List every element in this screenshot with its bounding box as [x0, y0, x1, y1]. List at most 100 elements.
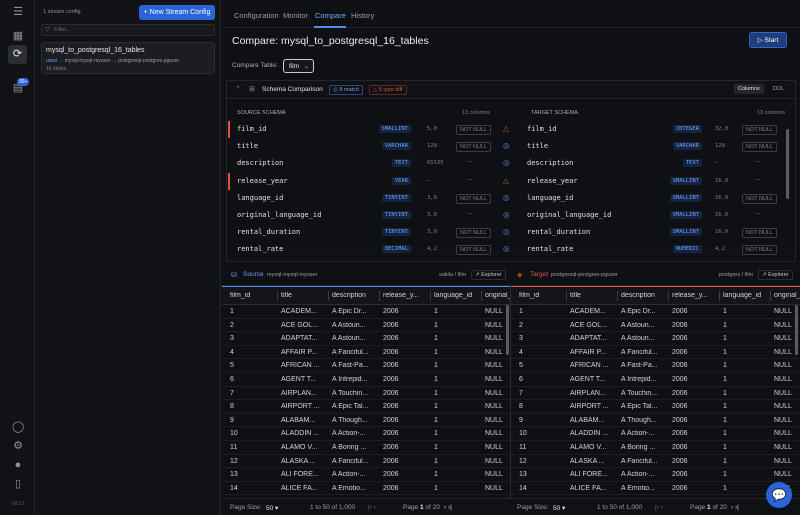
start-button[interactable]: ▷ Start	[749, 32, 787, 48]
next-page-icon[interactable]: › ›|	[731, 504, 739, 511]
table-row[interactable]: 13 ALI FORE... A Action-... 2006 1 NULL	[222, 468, 510, 482]
tab-bar: Configuration Monitor Compare History	[222, 0, 800, 28]
column-divider	[328, 291, 329, 301]
source-accent-line	[222, 286, 510, 287]
column-header[interactable]: release_y...	[672, 292, 708, 299]
table-row[interactable]: 2 ACE GOL... A Astoun... 2006 1 NULL	[511, 319, 800, 333]
target-column-name: language_id	[527, 193, 574, 202]
table-cell: 1	[723, 471, 727, 479]
new-stream-config-button[interactable]: + New Stream Config	[139, 5, 215, 20]
table-cell: 12	[519, 457, 527, 465]
table-row[interactable]: 11 ALAMO V... A Boring ... 2006 1 NULL	[511, 441, 800, 455]
source-nullable: NOT NULL	[456, 228, 492, 239]
github-icon[interactable]: ●	[14, 459, 22, 471]
column-header[interactable]: title	[281, 292, 292, 299]
target-explorer-button[interactable]: ↗ Explorer	[758, 270, 793, 280]
table-cell: 14	[230, 484, 238, 492]
table-row[interactable]: 1 ACADEM... A Epic Dr... 2006 1 NULL	[511, 305, 800, 319]
stream-sidebar: 1 stream config + New Stream Config ▽ Fi…	[35, 0, 221, 515]
docs-icon[interactable]: ▯	[14, 478, 22, 490]
table-row[interactable]: 7 AIRPLAN... A Touchin... 2006 1 NULL	[222, 387, 510, 401]
column-header[interactable]: original_	[485, 292, 511, 299]
tab-monitor[interactable]: Monitor	[283, 11, 309, 20]
schema-row: description TEXT 65535 — ◎ description TEXT — —	[227, 155, 795, 172]
jobs-icon[interactable]: ▤	[12, 82, 24, 94]
filter-input[interactable]: ▽ Filter...	[41, 24, 215, 36]
table-row[interactable]: 13 ALI FORE... A Action-... 2006 1 NULL	[511, 468, 800, 482]
table-cell: ALASKA ...	[281, 457, 316, 465]
table-row[interactable]: 5 AFRICAN ... A Fast-Pa... 2006 1 NULL	[511, 359, 800, 373]
table-row[interactable]: 12 ALASKA ... A Fanciful... 2006 1 NULL	[511, 455, 800, 469]
target-nullable: —	[755, 176, 761, 183]
table-row[interactable]: 12 ALASKA ... A Fanciful... 2006 1 NULL	[222, 455, 510, 469]
table-row[interactable]: 7 AIRPLAN... A Touchin... 2006 1 NULL	[511, 387, 800, 401]
column-divider	[770, 291, 771, 301]
stream-config-item[interactable]: mysql_to_postgresql_16_tables used → mys…	[41, 42, 215, 74]
compare-table-select[interactable]: film ⌄	[283, 59, 314, 73]
column-header[interactable]: description	[621, 292, 655, 299]
dashboard-icon[interactable]: ▦	[12, 30, 24, 42]
tab-configuration[interactable]: Configuration	[234, 11, 279, 20]
table-row[interactable]: 10 ALADDIN ... A Action-... 2006 1 NULL	[222, 427, 510, 441]
streams-icon[interactable]: ⟳	[8, 45, 27, 64]
chat-support-icon[interactable]: 💬	[766, 482, 792, 508]
table-row[interactable]: 4 AFFAIR P... A Fanciful... 2006 1 NULL	[511, 346, 800, 360]
table-cell: 2006	[672, 308, 688, 315]
table-row[interactable]: 3 ADAPTAT... A Astoun... 2006 1 NULL	[511, 332, 800, 346]
table-row[interactable]: 8 AIRPORT ... A Epic Tal... 2006 1 NULL	[511, 400, 800, 414]
tab-history[interactable]: History	[351, 11, 375, 20]
table-cell: NULL	[485, 484, 503, 492]
source-length: 65535	[427, 160, 444, 167]
schema-body: SOURCE SCHEMA 13 columns TARGET SCHEMA 1…	[227, 99, 795, 256]
table-cell: ALABAM...	[570, 416, 605, 424]
collapse-chevron-icon[interactable]: ⌃	[235, 86, 241, 93]
column-header[interactable]: release_y...	[383, 292, 419, 299]
first-page-icon[interactable]: |‹ ‹	[368, 504, 376, 511]
table-row[interactable]: 6 AGENT T... A Intrepid... 2006 1 NULL	[511, 373, 800, 387]
table-row[interactable]: 6 AGENT T... A Intrepid... 2006 1 NULL	[222, 373, 510, 387]
table-row[interactable]: 4 AFFAIR P... A Fanciful... 2006 1 NULL	[222, 346, 510, 360]
columns-toggle[interactable]: Columns	[734, 84, 764, 94]
table-row[interactable]: 11 ALAMO V... A Boring ... 2006 1 NULL	[222, 441, 510, 455]
source-page-size-select[interactable]: 50 ▾	[266, 505, 279, 512]
table-row[interactable]: 2 ACE GOL... A Astoun... 2006 1 NULL	[222, 319, 510, 333]
settings-icon[interactable]: ⚙	[13, 440, 23, 452]
table-cell: 1	[723, 362, 727, 370]
schema-title: Schema Comparison	[262, 86, 323, 93]
first-page-icon[interactable]: |‹ ‹	[655, 504, 663, 511]
menu-icon[interactable]: ☰	[13, 6, 23, 18]
table-row[interactable]: 3 ADAPTAT... A Astoun... 2006 1 NULL	[222, 332, 510, 346]
table-cell: 2006	[383, 308, 399, 315]
column-header[interactable]: original_	[774, 292, 800, 299]
table-cell: NULL	[774, 430, 792, 438]
table-row[interactable]: 9 ALABAM... A Though... 2006 1 NULL	[511, 414, 800, 428]
column-header[interactable]: title	[570, 292, 581, 299]
tab-compare[interactable]: Compare	[315, 11, 346, 20]
column-header[interactable]: language_id	[434, 292, 473, 299]
table-row[interactable]: 5 AFRICAN ... A Fast-Pa... 2006 1 NULL	[222, 359, 510, 373]
nav-rail: ☰ ▦ ⟳ ▤ 99+ ◯ ⚙ ● ▯ v0.17	[0, 0, 35, 515]
table-cell: A Epic Dr...	[332, 308, 367, 315]
ddl-toggle[interactable]: DDL	[773, 86, 785, 92]
account-icon[interactable]: ◯	[12, 421, 25, 433]
next-page-icon[interactable]: › ›|	[444, 504, 452, 511]
table-cell: ALADDIN ...	[281, 430, 320, 438]
source-length: 3,0	[427, 229, 437, 236]
source-grid-scrollbar[interactable]	[506, 305, 509, 355]
schema-scrollbar[interactable]	[786, 129, 789, 199]
target-grid-scrollbar[interactable]	[795, 305, 798, 355]
target-page-size-select[interactable]: 50 ▾	[553, 505, 566, 512]
column-header[interactable]: film_id	[519, 292, 540, 299]
table-row[interactable]: 1 ACADEM... A Epic Dr... 2006 1 NULL	[222, 305, 510, 319]
column-header[interactable]: film_id	[230, 292, 251, 299]
table-row[interactable]: 9 ALABAM... A Though... 2006 1 NULL	[222, 414, 510, 428]
column-header[interactable]: description	[332, 292, 366, 299]
table-row[interactable]: 8 AIRPORT ... A Epic Tal... 2006 1 NULL	[222, 400, 510, 414]
column-header[interactable]: language_id	[723, 292, 762, 299]
source-explorer-button[interactable]: ↗ Explorer	[471, 270, 506, 280]
table-row[interactable]: 10 ALADDIN ... A Action-... 2006 1 NULL	[511, 427, 800, 441]
table-cell: 1	[434, 430, 438, 438]
table-cell: A Boring ...	[621, 444, 656, 451]
